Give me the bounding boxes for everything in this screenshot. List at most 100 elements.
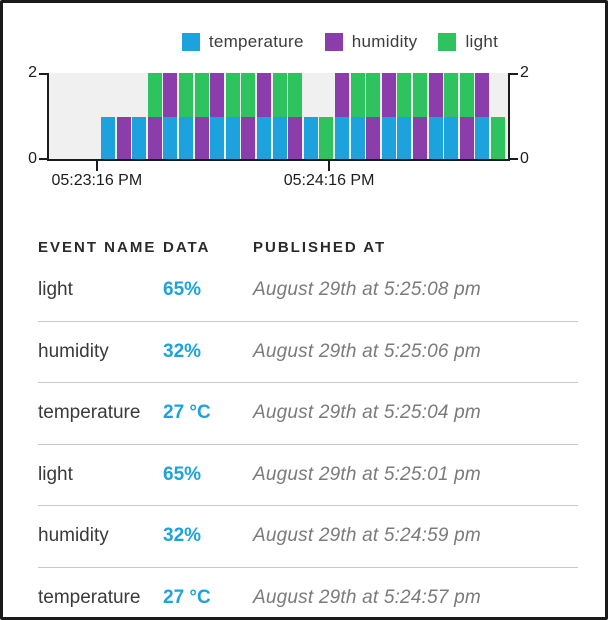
- bar-segment-humidity: [335, 73, 349, 117]
- event-row: temperature 27 °C August 29th at 5:24:57 p…: [38, 566, 578, 618]
- chart-bar-22: [428, 73, 443, 161]
- event-published-cell: August 29th at 5:25:01 pm: [253, 463, 481, 485]
- y-axis-max-label-left: 2: [28, 64, 37, 81]
- y-axis-min-label-right: 0: [520, 150, 529, 167]
- event-name-cell: humidity: [38, 525, 109, 547]
- event-data-cell: 27 °C: [163, 586, 211, 608]
- bar-segment-light: [491, 117, 505, 161]
- legend-item-label: temperature: [208, 32, 304, 51]
- chart-bar-3: [132, 117, 147, 161]
- temperature-swatch-icon: [181, 33, 200, 51]
- humidity-swatch-icon: [324, 33, 343, 51]
- chart-bar-13: [288, 73, 303, 161]
- legend-item-light[interactable]: light: [438, 32, 498, 52]
- bar-segment-humidity: [366, 117, 381, 161]
- bar-segment-light: [350, 73, 365, 117]
- x-axis-baseline: [47, 159, 510, 161]
- header-event-name: EVENT NAME: [38, 238, 157, 256]
- legend-item-humidity[interactable]: humidity: [324, 32, 418, 52]
- bar-segment-humidity: [163, 73, 178, 117]
- chart-bar-16: [335, 73, 349, 161]
- bar-segment-temperature: [132, 117, 147, 161]
- chart-bar-21: [413, 73, 427, 161]
- bar-segment-temperature: [225, 117, 240, 161]
- bar-segment-temperature: [381, 117, 396, 161]
- bar-segment-light: [241, 73, 256, 117]
- bar-segment-light: [397, 73, 412, 117]
- bar-segment-humidity: [428, 73, 443, 117]
- event-row: humidity 32% August 29th at 5:25:06 pm: [38, 320, 578, 383]
- event-published-cell: August 29th at 5:25:06 pm: [253, 340, 481, 362]
- bar-segment-light: [147, 73, 162, 117]
- event-data-cell: 65%: [163, 278, 202, 300]
- chart-bar-7: [194, 73, 209, 161]
- bar-segment-temperature: [303, 117, 318, 161]
- chart-bar-10: [241, 73, 256, 161]
- event-data-cell: 27 °C: [163, 402, 211, 424]
- event-name-cell: humidity: [38, 340, 109, 362]
- bar-segment-temperature: [163, 117, 178, 161]
- chart-legend: temperature humidity light: [39, 32, 605, 52]
- header-data: DATA: [163, 238, 211, 256]
- header-published-at: PUBLISHED AT: [253, 238, 387, 256]
- bar-segment-temperature: [428, 117, 443, 161]
- bar-segment-temperature: [101, 117, 115, 161]
- legend-item-label: light: [465, 32, 499, 51]
- bar-segment-humidity: [257, 73, 271, 117]
- bar-segment-light: [179, 73, 193, 117]
- bar-segment-temperature: [257, 117, 271, 161]
- bar-segment-temperature: [444, 117, 459, 161]
- event-name-cell: light: [38, 463, 73, 485]
- bar-segment-humidity: [288, 117, 303, 161]
- x-axis-tick-label: 05:24:16 PM: [283, 172, 375, 189]
- chart-bar-25: [475, 73, 490, 161]
- chart-bar-8: [210, 73, 225, 161]
- bar-segment-light: [225, 73, 240, 117]
- chart-bar-11: [257, 73, 271, 161]
- event-row: humidity 32% August 29th at 5:24:59 pm: [38, 505, 578, 567]
- bar-segment-light: [444, 73, 459, 117]
- y-axis-tick: [39, 73, 47, 75]
- legend-item-label: humidity: [351, 32, 418, 51]
- event-published-cell: August 29th at 5:25:04 pm: [253, 402, 481, 424]
- chart-bar-17: [350, 73, 365, 161]
- legend-item-temperature[interactable]: temperature: [181, 32, 304, 52]
- bar-segment-humidity: [475, 73, 490, 117]
- x-axis-tick-label: 05:23:16 PM: [51, 172, 143, 189]
- bar-segment-temperature: [272, 117, 287, 161]
- bar-segment-light: [194, 73, 209, 117]
- events-table-body: light 65% August 29th at 5:25:08 pm humidit…: [38, 259, 578, 618]
- event-row: light 65% August 29th at 5:25:08 pm: [38, 259, 578, 321]
- events-table-header: EVENT NAME DATA PUBLISHED AT: [38, 235, 578, 259]
- bar-segment-light: [413, 73, 427, 117]
- event-data-cell: 65%: [163, 463, 202, 485]
- x-axis-tick: [95, 161, 98, 171]
- bar-segment-light: [459, 73, 474, 117]
- event-data-cell: 32%: [163, 525, 202, 547]
- bar-segment-temperature: [475, 117, 490, 161]
- chart-bar-1: [101, 117, 115, 161]
- bar-segment-light: [288, 73, 303, 117]
- x-axis-tick: [328, 161, 331, 171]
- chart-plot-area: [49, 73, 508, 161]
- bar-segment-light: [366, 73, 381, 117]
- chart-bar-24: [459, 73, 474, 161]
- chart-bar-6: [179, 73, 193, 161]
- event-name-cell: temperature: [38, 402, 141, 424]
- chart-bar-2: [116, 117, 131, 161]
- y-axis-min-label-left: 0: [28, 150, 37, 167]
- bar-segment-temperature: [210, 117, 225, 161]
- event-row: temperature 27 °C August 29th at 5:25:04 p…: [38, 382, 578, 444]
- chart-bar-15: [319, 117, 334, 161]
- bar-segment-light: [319, 117, 334, 161]
- y-axis-tick: [510, 73, 518, 75]
- bar-segment-humidity: [381, 73, 396, 117]
- chart-bar-9: [225, 73, 240, 161]
- event-published-cell: August 29th at 5:25:08 pm: [253, 278, 481, 300]
- events-table: EVENT NAME DATA PUBLISHED AT light 65% Aug…: [38, 235, 578, 618]
- bar-segment-temperature: [397, 117, 412, 161]
- y-axis-left-line: [47, 73, 49, 161]
- bar-segment-light: [272, 73, 287, 117]
- y-axis-tick: [39, 158, 47, 160]
- chart-bar-26: [491, 117, 505, 161]
